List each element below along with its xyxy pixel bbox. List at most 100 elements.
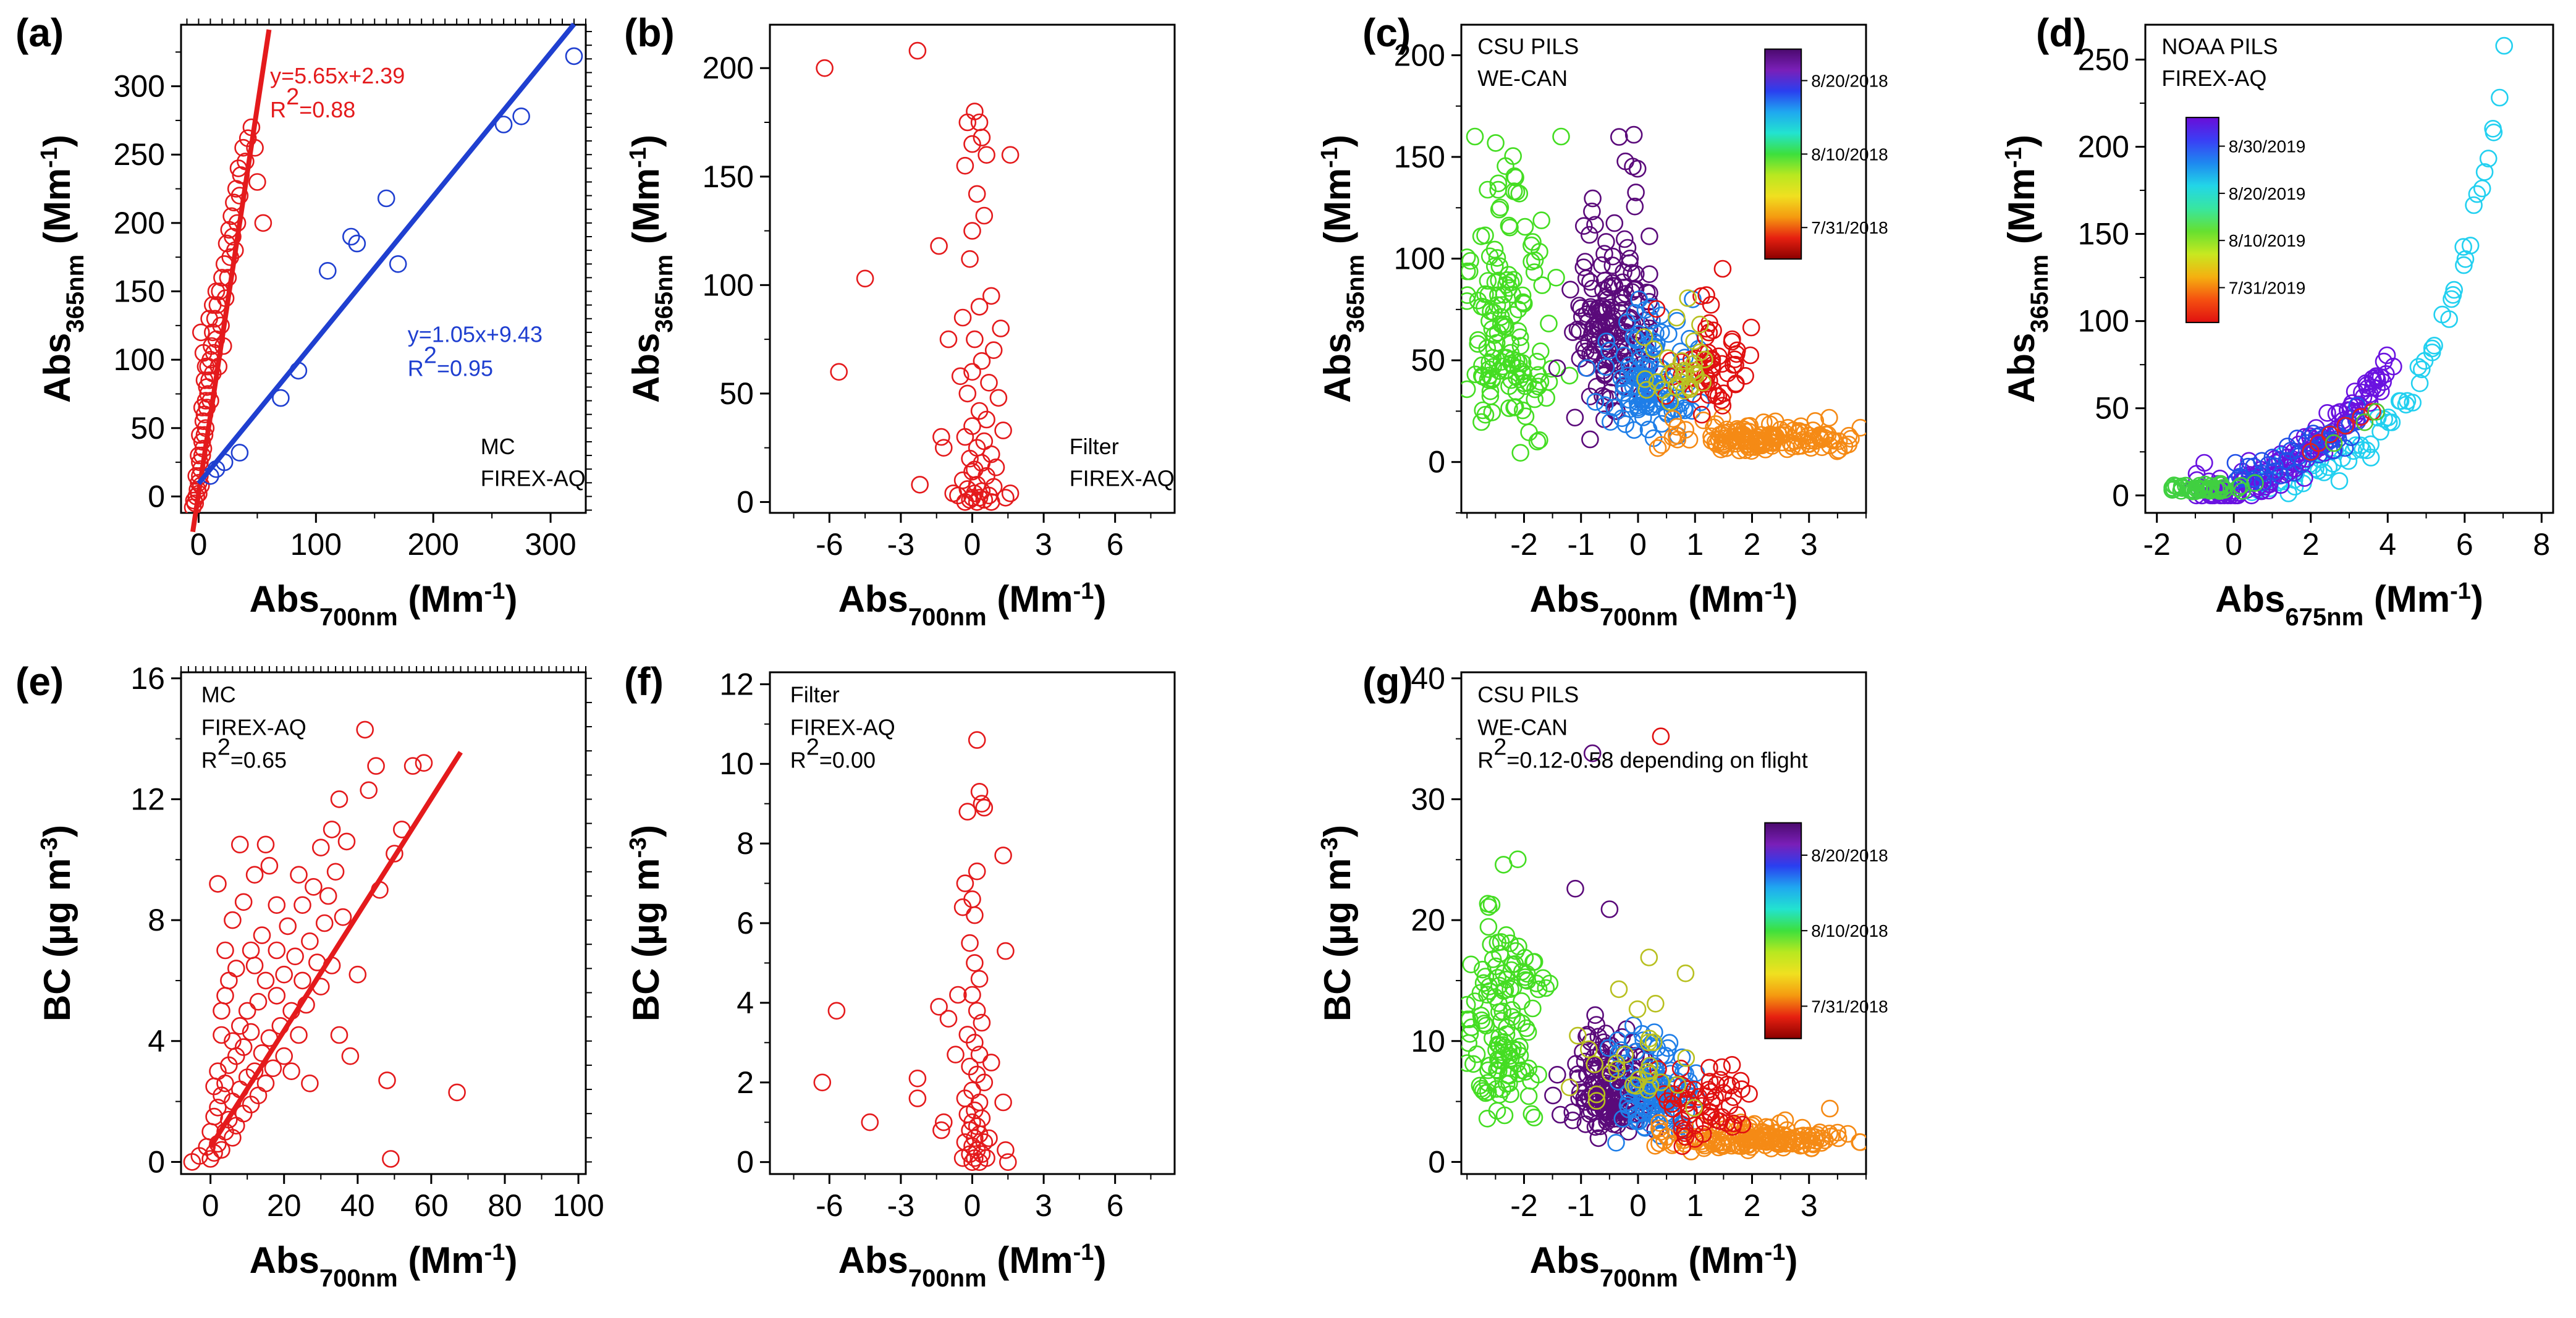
data-point <box>1627 265 1645 283</box>
data-point <box>1487 134 1505 152</box>
data-point <box>956 156 974 175</box>
series <box>1635 289 1713 411</box>
colorbar-tick-label: 8/20/2019 <box>2229 184 2306 203</box>
data-point <box>975 798 994 817</box>
data-point <box>494 116 513 133</box>
series <box>1548 125 1658 449</box>
data-point <box>1501 344 1520 362</box>
data-point <box>193 433 211 451</box>
data-point <box>1774 1139 1793 1157</box>
panel-e: (e) 0 20 40 60 80 100 0 4 8 12 16 Abs700nm (Mm-1) BC … <box>15 659 604 1292</box>
x-axis-title: Abs700nm (Mm-1) <box>1530 1240 1798 1292</box>
data-point <box>1676 421 1695 439</box>
data-point <box>1812 1130 1830 1147</box>
y-axis-title: Abs365nm (Mm-1) <box>1317 135 1369 403</box>
data-point <box>1500 266 1518 284</box>
panel-b: (b) -6 -3 0 3 6 0 50 100 150 200 Abs700nm (Mm-1) Abs… <box>624 11 1176 631</box>
series <box>183 720 466 1171</box>
data-point <box>1581 226 1598 244</box>
data-point <box>2468 185 2486 203</box>
data-point <box>2404 394 2422 412</box>
data-point <box>1485 303 1503 321</box>
data-point <box>1634 339 1652 357</box>
y-tick-label: 8 <box>737 826 754 861</box>
data-point <box>1644 1033 1663 1052</box>
y-tick-label: 150 <box>703 159 754 194</box>
data-point <box>1485 240 1504 259</box>
x-tick-label: -3 <box>887 1188 914 1223</box>
y-tick-label: 100 <box>2078 304 2129 339</box>
data-point <box>956 428 974 446</box>
data-point <box>1461 380 1476 399</box>
data-point <box>1702 1092 1721 1111</box>
data-point <box>1603 274 1622 292</box>
series <box>1561 948 1703 1117</box>
data-point <box>1600 900 1619 918</box>
data-point <box>1629 1070 1648 1089</box>
data-point <box>1501 980 1519 998</box>
data-point <box>1655 1131 1673 1150</box>
data-point <box>268 941 286 960</box>
data-point <box>2362 435 2380 454</box>
data-point <box>1461 286 1477 304</box>
data-point <box>1660 325 1678 343</box>
data-point <box>1713 260 1732 278</box>
data-point <box>2329 430 2347 448</box>
data-point <box>2167 477 2185 496</box>
data-point <box>238 1002 256 1020</box>
data-point <box>1624 125 1643 144</box>
colorbar-tick-label: 8/10/2019 <box>2229 231 2306 250</box>
annotation: Filter <box>1070 434 1119 459</box>
data-point <box>930 237 948 255</box>
x-tick-label: -2 <box>1510 1188 1537 1223</box>
data-point <box>213 1141 230 1159</box>
data-point <box>966 954 984 972</box>
data-point <box>196 357 215 376</box>
data-point <box>1706 1089 1724 1107</box>
data-point <box>245 866 264 884</box>
data-point <box>1624 1016 1642 1034</box>
data-point <box>1602 298 1620 316</box>
data-point <box>1742 318 1760 337</box>
data-point <box>1685 1099 1703 1117</box>
data-point <box>1723 1118 1742 1136</box>
data-point <box>980 1129 998 1147</box>
data-point <box>970 298 989 316</box>
data-point <box>2355 413 2374 431</box>
data-point <box>951 367 969 386</box>
data-point <box>989 389 1008 407</box>
data-point <box>973 129 991 146</box>
data-point <box>2232 476 2250 495</box>
data-point <box>1603 256 1622 274</box>
data-point <box>2479 150 2498 167</box>
data-point <box>982 287 1000 305</box>
data-point <box>994 847 1012 864</box>
data-point <box>1605 214 1624 232</box>
data-point <box>994 1093 1012 1112</box>
data-point <box>1650 1114 1668 1132</box>
data-point <box>1700 1058 1718 1077</box>
data-point <box>1674 1131 1693 1149</box>
data-point <box>1511 328 1529 347</box>
data-point <box>1479 272 1497 290</box>
data-point <box>1496 981 1514 999</box>
data-point <box>1561 281 1579 299</box>
data-point <box>378 1071 396 1089</box>
y-tick-label: 50 <box>130 411 165 446</box>
annotation: FIREX-AQ <box>481 466 586 491</box>
colorbar-tick-label: 7/31/2018 <box>1811 218 1888 237</box>
data-point <box>1574 258 1593 277</box>
data-point <box>1702 295 1720 314</box>
data-point <box>966 460 984 479</box>
series <box>1566 744 1619 918</box>
data-point <box>2234 470 2252 488</box>
annotation: NOAA PILS <box>2161 33 2278 59</box>
y-axis-title: BC (µg m-3) <box>1317 825 1358 1021</box>
data-point <box>1685 332 1704 350</box>
panel-label: (b) <box>624 11 675 55</box>
data-point <box>997 489 1015 507</box>
data-point <box>2397 395 2415 414</box>
data-layer <box>2163 36 2513 505</box>
data-point <box>1466 365 1485 384</box>
data-point <box>2342 428 2360 447</box>
